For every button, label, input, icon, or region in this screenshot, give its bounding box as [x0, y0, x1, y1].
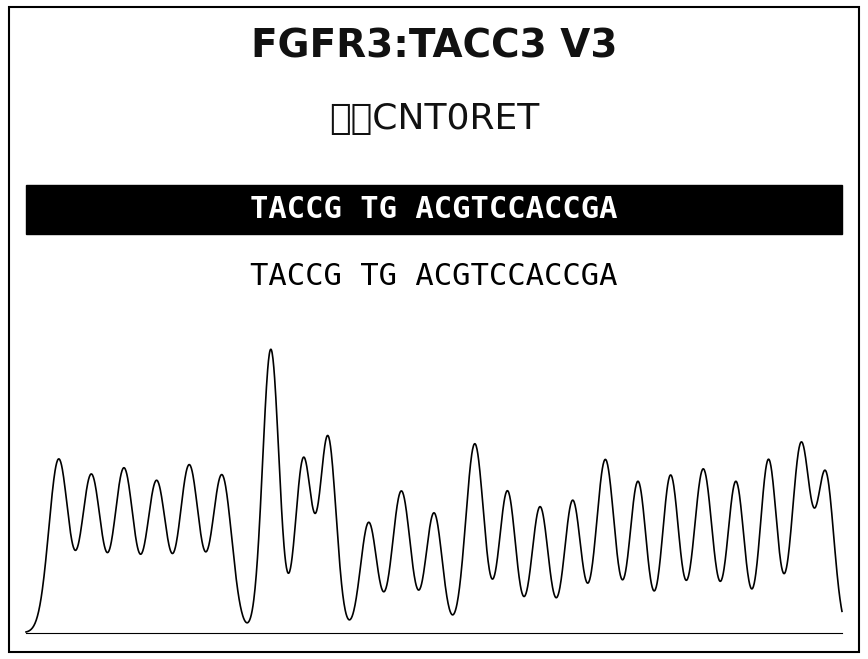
- Text: FGFR3:TACC3 V3: FGFR3:TACC3 V3: [251, 27, 617, 65]
- Text: 样哆CNT0RET: 样哆CNT0RET: [329, 101, 539, 136]
- Text: TACCG TG ACGTCCACCGA: TACCG TG ACGTCCACCGA: [250, 194, 618, 224]
- Text: TACCG TG ACGTCCACCGA: TACCG TG ACGTCCACCGA: [250, 262, 618, 291]
- FancyBboxPatch shape: [26, 185, 842, 234]
